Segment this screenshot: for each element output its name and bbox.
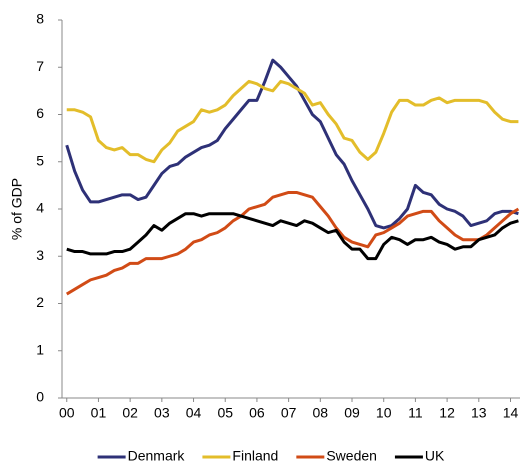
x-tick-label: 05 — [217, 405, 233, 421]
series-line — [66, 79, 519, 164]
x-tick-label: 02 — [122, 405, 138, 421]
y-tick-label: 7 — [36, 58, 44, 74]
y-tick-label: 1 — [36, 341, 44, 357]
y-tick-label: 5 — [36, 152, 44, 168]
legend-label: Denmark — [128, 448, 186, 464]
series-line — [66, 212, 519, 261]
y-tick-label: 2 — [36, 294, 44, 310]
x-tick-label: 14 — [503, 405, 519, 421]
y-tick-label: 3 — [36, 247, 44, 263]
x-tick-label: 07 — [281, 405, 297, 421]
x-tick-label: 03 — [154, 405, 170, 421]
y-tick-label: 6 — [36, 105, 44, 121]
x-tick-label: 00 — [59, 405, 75, 421]
legend-label: Sweden — [326, 448, 377, 464]
x-tick-label: 10 — [376, 405, 392, 421]
x-tick-label: 01 — [91, 405, 107, 421]
y-tick-label: 4 — [36, 200, 44, 216]
series-line — [65, 190, 520, 296]
x-tick-label: 09 — [344, 405, 360, 421]
x-tick-label: 06 — [249, 405, 265, 421]
x-tick-label: 08 — [313, 405, 329, 421]
legend-label: UK — [425, 448, 445, 464]
x-tick-label: 12 — [439, 405, 455, 421]
series-line — [65, 58, 519, 230]
legend-label: Finland — [232, 448, 278, 464]
x-tick-label: 13 — [471, 405, 487, 421]
y-tick-label: 8 — [36, 11, 44, 27]
x-tick-label: 11 — [408, 405, 423, 421]
y-tick-label: 0 — [36, 389, 44, 405]
y-axis-label: % of GDP — [9, 178, 25, 240]
x-tick-label: 04 — [186, 405, 202, 421]
